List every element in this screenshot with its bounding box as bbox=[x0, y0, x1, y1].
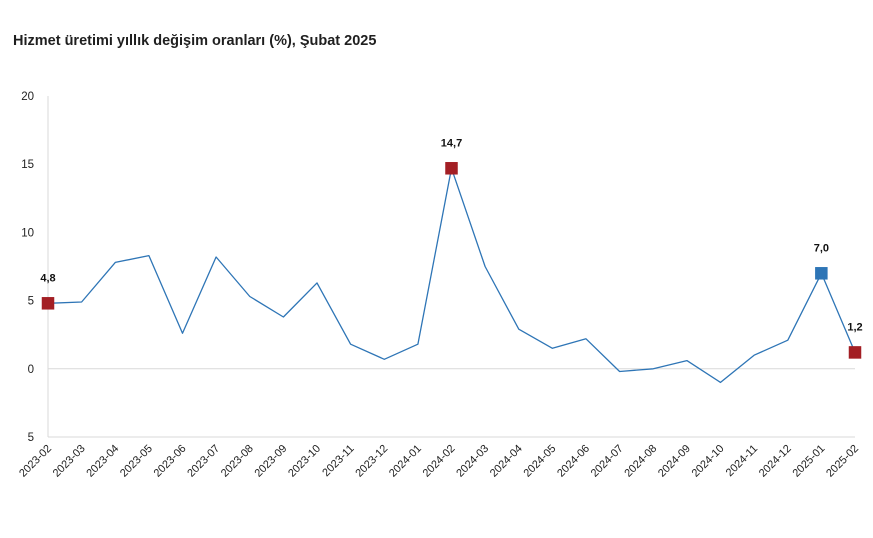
x-tick-label: 2023-11 bbox=[320, 443, 356, 479]
x-tick-label: 2024-12 bbox=[757, 443, 794, 480]
x-tick-label: 2025-02 bbox=[824, 443, 861, 480]
x-tick-label: 2024-07 bbox=[589, 443, 626, 480]
y-axis-ticks: 20 15 10 5 0 5 bbox=[21, 91, 34, 444]
data-label-layer: 4,8 14,7 7,0 1,2 bbox=[40, 137, 862, 333]
series-layer bbox=[47, 167, 856, 384]
x-tick-label: 2024-03 bbox=[454, 443, 491, 480]
x-tick-label: 2023-09 bbox=[252, 443, 289, 480]
data-point-marker bbox=[445, 162, 458, 175]
x-tick-label: 2023-10 bbox=[286, 443, 323, 480]
x-axis-ticks: 2023-022023-032023-042023-052023-062023-… bbox=[17, 443, 861, 480]
x-tick-label: 2024-05 bbox=[521, 443, 558, 480]
y-tick-label: 5 bbox=[28, 296, 34, 308]
x-tick-label: 2023-03 bbox=[51, 443, 88, 480]
y-tick-label: 15 bbox=[21, 159, 34, 171]
y-tick-label: 20 bbox=[21, 91, 34, 103]
x-tick-label: 2023-08 bbox=[219, 443, 256, 480]
x-tick-label: 2024-11 bbox=[724, 443, 760, 479]
x-tick-label: 2024-02 bbox=[421, 443, 458, 480]
y-tick-label: 10 bbox=[21, 227, 34, 239]
x-tick-label: 2023-07 bbox=[185, 443, 222, 480]
x-tick-label: 2024-04 bbox=[488, 443, 525, 480]
x-tick-label: 2023-04 bbox=[84, 443, 121, 480]
data-label: 1,2 bbox=[847, 321, 862, 333]
chart-title: Hizmet üretimi yıllık değişim oranları (… bbox=[13, 33, 377, 49]
x-tick-label: 2024-10 bbox=[690, 443, 727, 480]
y-tick-label: 5 bbox=[28, 432, 34, 444]
x-tick-label: 2024-06 bbox=[555, 443, 592, 480]
x-tick-label: 2023-12 bbox=[353, 443, 390, 480]
data-label: 4,8 bbox=[40, 272, 55, 284]
x-tick-label: 2023-05 bbox=[118, 443, 155, 480]
y-tick-label: 0 bbox=[28, 364, 34, 376]
x-tick-label: 2024-01 bbox=[387, 443, 424, 480]
x-tick-label: 2023-06 bbox=[152, 443, 189, 480]
data-point-marker bbox=[815, 267, 828, 280]
data-point-marker bbox=[848, 346, 862, 359]
series-line bbox=[47, 167, 856, 384]
data-label: 7,0 bbox=[814, 242, 829, 254]
data-label: 14,7 bbox=[441, 137, 462, 149]
x-tick-label: 2024-08 bbox=[622, 443, 659, 480]
x-tick-label: 2023-02 bbox=[17, 443, 54, 480]
x-tick-label: 2025-01 bbox=[790, 443, 827, 480]
data-point-marker bbox=[41, 297, 55, 310]
chart-axes bbox=[47, 96, 855, 438]
x-tick-label: 2024-09 bbox=[656, 443, 693, 480]
marker-layer bbox=[41, 162, 862, 359]
